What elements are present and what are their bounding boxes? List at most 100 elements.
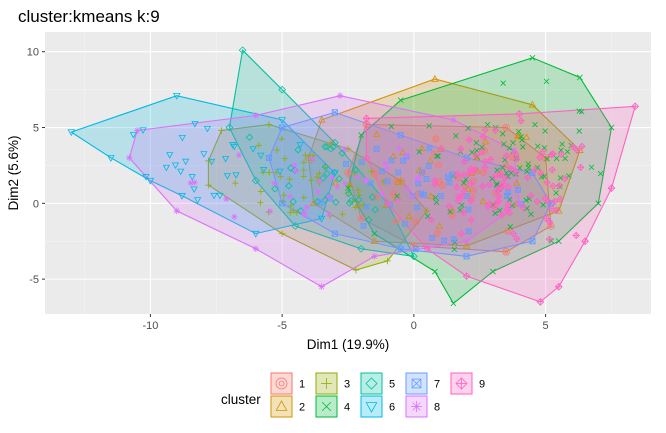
cluster-point-5 xyxy=(238,46,247,55)
cluster-point-9 xyxy=(631,102,640,111)
cluster-point-3 xyxy=(293,209,301,216)
cluster-point-4 xyxy=(469,149,475,156)
legend-key-3: 3 xyxy=(315,372,350,395)
cluster-point-3 xyxy=(300,194,307,201)
cluster-point-9 xyxy=(437,144,445,153)
cluster-point-3 xyxy=(265,121,273,128)
cluster-point-8 xyxy=(381,160,389,167)
legend-swatch xyxy=(360,372,383,395)
cluster-point-4 xyxy=(595,200,602,207)
cluster-point-2 xyxy=(462,241,471,249)
cluster-point-7 xyxy=(343,161,349,167)
y-tick-label: 5 xyxy=(33,123,39,135)
cluster-point-3 xyxy=(277,173,284,180)
cluster-point-6 xyxy=(177,168,185,176)
cluster-point-2 xyxy=(394,178,402,186)
cluster-point-3 xyxy=(339,211,346,218)
cluster-point-4 xyxy=(479,144,485,151)
cluster-point-2 xyxy=(304,153,313,161)
cluster-point-5 xyxy=(365,216,373,224)
cluster-point-7 xyxy=(279,200,286,207)
cluster-point-3 xyxy=(384,257,391,265)
cluster-point-9 xyxy=(515,110,524,118)
legend-key-9: 9 xyxy=(450,372,485,395)
cluster-point-9 xyxy=(453,183,461,191)
cluster-point-4 xyxy=(528,211,534,217)
cluster-point-9 xyxy=(485,199,494,208)
cluster-point-7 xyxy=(363,203,370,210)
legend-key-7: 7 xyxy=(405,372,440,395)
cluster-point-3 xyxy=(300,173,307,180)
cluster-points xyxy=(67,46,640,307)
legend-symbol-2 xyxy=(275,400,288,411)
cluster-point-4 xyxy=(525,164,532,171)
cluster-point-7 xyxy=(415,180,422,187)
cluster-point-5 xyxy=(245,133,254,141)
cluster-point-3 xyxy=(352,266,360,274)
legend-label-8: 8 xyxy=(434,402,440,414)
cluster-point-2 xyxy=(418,144,426,152)
cluster-point-9 xyxy=(457,145,465,153)
cluster-point-4 xyxy=(507,224,514,230)
cluster-point-9 xyxy=(362,153,371,162)
x-axis-ticks: -10 -5 0 5 xyxy=(142,314,549,332)
cluster-point-5 xyxy=(251,176,260,185)
cluster-point-3 xyxy=(354,186,362,194)
cluster-point-6 xyxy=(178,135,186,142)
cluster-point-3 xyxy=(300,167,307,174)
cluster-point-2 xyxy=(399,148,407,156)
cluster-point-9 xyxy=(556,195,564,203)
cluster-point-4 xyxy=(426,123,432,129)
cluster-point-9 xyxy=(465,136,473,144)
cluster-point-9 xyxy=(383,199,392,208)
cluster-point-9 xyxy=(453,170,461,178)
cluster-point-9 xyxy=(464,169,473,178)
cluster-point-5 xyxy=(371,206,379,214)
cluster-point-9 xyxy=(479,133,487,141)
cluster-point-4 xyxy=(532,121,538,128)
chart-title: cluster:kmeans k:9 xyxy=(18,7,160,26)
cluster-point-4 xyxy=(451,246,458,253)
cluster-point-9 xyxy=(527,191,535,200)
legend-symbol-8 xyxy=(411,401,422,412)
cluster-point-4 xyxy=(588,164,595,171)
cluster-point-9 xyxy=(536,153,544,162)
cluster-point-4 xyxy=(435,153,441,160)
cluster-point-7 xyxy=(412,246,419,253)
cluster-point-9 xyxy=(517,117,525,125)
cluster-point-5 xyxy=(344,189,353,198)
cluster-point-9 xyxy=(572,231,580,240)
legend-label-1: 1 xyxy=(299,379,305,391)
x-axis-label: Dim1 (19.9%) xyxy=(307,337,390,352)
cluster-point-8 xyxy=(404,185,412,193)
cluster-series-4 xyxy=(345,54,615,307)
cluster-point-9 xyxy=(362,114,371,123)
cluster-point-9 xyxy=(557,150,566,158)
cluster-point-1 xyxy=(547,222,555,230)
cluster-point-7 xyxy=(317,199,324,206)
cluster-point-7 xyxy=(463,253,470,260)
cluster-point-6 xyxy=(296,142,304,149)
cluster-point-9 xyxy=(496,170,505,178)
cluster-point-9 xyxy=(462,272,471,280)
cluster-point-3 xyxy=(352,204,359,211)
cluster-point-5 xyxy=(321,196,329,204)
cluster-point-4 xyxy=(500,80,506,86)
cluster-point-9 xyxy=(523,173,532,182)
cluster-point-3 xyxy=(290,207,297,214)
cluster-point-4 xyxy=(489,176,495,182)
cluster-point-1 xyxy=(502,248,510,256)
cluster-point-9 xyxy=(504,183,512,191)
cluster-point-8 xyxy=(342,180,349,187)
cluster-point-5 xyxy=(323,143,331,151)
cluster-point-9 xyxy=(459,209,468,217)
cluster-point-8 xyxy=(315,188,322,195)
cluster-hull-9 xyxy=(365,105,636,303)
cluster-point-4 xyxy=(499,131,506,137)
cluster-point-3 xyxy=(307,177,315,184)
cluster-point-8 xyxy=(133,127,141,134)
cluster-point-5 xyxy=(291,222,300,230)
cluster-point-9 xyxy=(457,230,466,238)
cluster-point-3 xyxy=(351,169,358,176)
cluster-point-8 xyxy=(463,237,470,245)
